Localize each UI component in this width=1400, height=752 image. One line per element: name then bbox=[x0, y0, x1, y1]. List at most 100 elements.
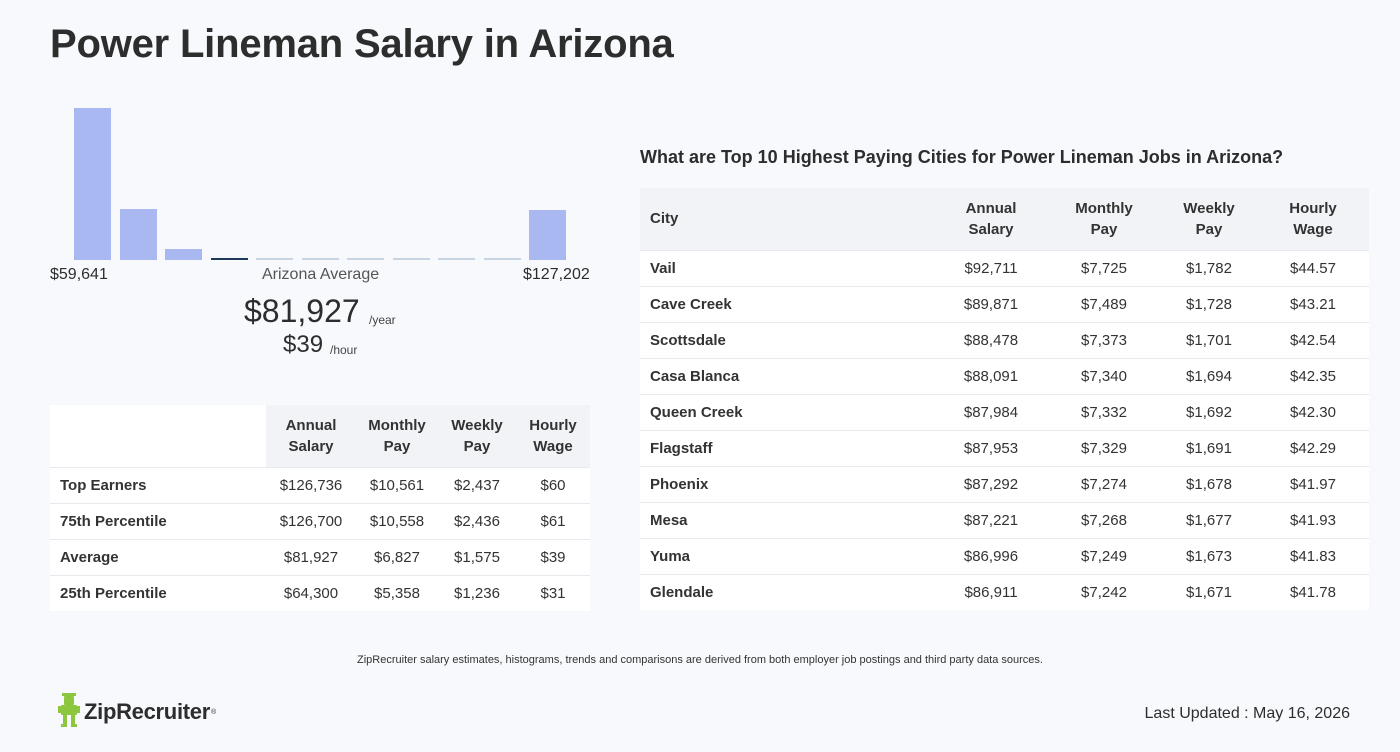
city-name-cell: Flagstaff bbox=[640, 429, 935, 466]
monthly-pay-cell: $7,340 bbox=[1047, 357, 1161, 394]
monthly-pay-cell: $7,249 bbox=[1047, 537, 1161, 574]
weekly-pay-cell: $1,782 bbox=[1161, 249, 1257, 286]
average-annual-salary: $81,927 bbox=[244, 293, 360, 329]
hourly-wage-cell: $42.29 bbox=[1257, 429, 1369, 466]
annual-salary-cell: $87,221 bbox=[935, 501, 1047, 538]
table-row: Phoenix $87,292 $7,274 $1,678 $41.97 bbox=[640, 465, 1369, 502]
hourly-wage-cell: $41.97 bbox=[1257, 465, 1369, 502]
row-label: Average bbox=[50, 538, 266, 575]
annual-salary-cell: $88,091 bbox=[935, 357, 1047, 394]
row-label: 75th Percentile bbox=[50, 502, 266, 539]
histogram-bar bbox=[438, 258, 475, 260]
histogram-bar bbox=[529, 210, 566, 260]
city-name-cell: Glendale bbox=[640, 573, 935, 610]
ziprecruiter-logo[interactable]: ZipRecruiter ® bbox=[58, 692, 217, 730]
weekly-pay-cell: $1,671 bbox=[1161, 573, 1257, 610]
weekly-pay-cell: $1,678 bbox=[1161, 465, 1257, 502]
annual-salary-cell: $126,736 bbox=[266, 466, 356, 503]
average-annual-unit: /year bbox=[369, 313, 396, 327]
weekly-pay-cell: $1,575 bbox=[438, 538, 516, 575]
weekly-pay-cell: $1,677 bbox=[1161, 501, 1257, 538]
hourly-wage-cell: $60 bbox=[516, 466, 590, 503]
histogram-bar bbox=[484, 258, 521, 260]
monthly-pay-cell: $5,358 bbox=[356, 574, 438, 611]
weekly-pay-cell: $1,673 bbox=[1161, 537, 1257, 574]
row-label: Top Earners bbox=[50, 466, 266, 503]
table-row: Flagstaff $87,953 $7,329 $1,691 $42.29 bbox=[640, 429, 1369, 466]
monthly-pay-cell: $6,827 bbox=[356, 538, 438, 575]
weekly-pay-cell: $1,694 bbox=[1161, 357, 1257, 394]
city-name-cell: Casa Blanca bbox=[640, 357, 935, 394]
table-row: Yuma $86,996 $7,249 $1,673 $41.83 bbox=[640, 537, 1369, 574]
hourly-wage-cell: $41.83 bbox=[1257, 537, 1369, 574]
row-label: 25th Percentile bbox=[50, 574, 266, 611]
histogram-bar bbox=[74, 108, 111, 260]
monthly-pay-cell: $7,373 bbox=[1047, 321, 1161, 358]
annual-salary-cell: $86,911 bbox=[935, 573, 1047, 610]
hourly-wage-cell: $44.57 bbox=[1257, 249, 1369, 286]
annual-salary-cell: $81,927 bbox=[266, 538, 356, 575]
weekly-pay-cell: $2,436 bbox=[438, 502, 516, 539]
annual-salary-cell: $87,953 bbox=[935, 429, 1047, 466]
weekly-pay-cell: $1,236 bbox=[438, 574, 516, 611]
histogram-min-label: $59,641 bbox=[50, 266, 108, 283]
monthly-pay-cell: $10,561 bbox=[356, 466, 438, 503]
annual-salary-cell: $88,478 bbox=[935, 321, 1047, 358]
monthly-pay-cell: $10,558 bbox=[356, 502, 438, 539]
table-row: Top Earners $126,736 $10,561 $2,437 $60 bbox=[50, 466, 590, 503]
histogram-bar bbox=[393, 258, 430, 260]
histogram-bar bbox=[120, 209, 157, 260]
hourly-wage-cell: $43.21 bbox=[1257, 285, 1369, 322]
table-row: Glendale $86,911 $7,242 $1,671 $41.78 bbox=[640, 573, 1369, 610]
table-row: 25th Percentile $64,300 $5,358 $1,236 $3… bbox=[50, 574, 590, 611]
annual-salary-cell: $89,871 bbox=[935, 285, 1047, 322]
table-row: Scottsdale $88,478 $7,373 $1,701 $42.54 bbox=[640, 321, 1369, 358]
histogram-bar bbox=[256, 258, 293, 260]
hourly-wage-cell: $42.30 bbox=[1257, 393, 1369, 430]
table-row: Average $81,927 $6,827 $1,575 $39 bbox=[50, 538, 590, 575]
histogram-bar bbox=[347, 258, 384, 260]
hourly-wage-cell: $31 bbox=[516, 574, 590, 611]
weekly-pay-cell: $1,728 bbox=[1161, 285, 1257, 322]
weekly-pay-cell: $1,691 bbox=[1161, 429, 1257, 466]
registered-mark: ® bbox=[210, 708, 217, 716]
city-name-cell: Yuma bbox=[640, 537, 935, 574]
percentile-header-monthly: Monthly Pay bbox=[356, 405, 438, 467]
annual-salary-cell: $86,996 bbox=[935, 537, 1047, 574]
histogram-bar bbox=[302, 258, 339, 260]
data-source-disclaimer: ZipRecruiter salary estimates, histogram… bbox=[357, 654, 1043, 666]
top-cities-table: City Annual Salary Monthly Pay Weekly Pay H… bbox=[640, 188, 1369, 610]
city-name-cell: Cave Creek bbox=[640, 285, 935, 322]
city-name-cell: Phoenix bbox=[640, 465, 935, 502]
histogram-average-label: Arizona Average bbox=[262, 266, 380, 283]
cities-header-hourly: Hourly Wage bbox=[1257, 188, 1369, 250]
monthly-pay-cell: $7,268 bbox=[1047, 501, 1161, 538]
cities-header-city: City bbox=[640, 188, 935, 250]
table-row: Casa Blanca $88,091 $7,340 $1,694 $42.35 bbox=[640, 357, 1369, 394]
monthly-pay-cell: $7,242 bbox=[1047, 573, 1161, 610]
weekly-pay-cell: $1,692 bbox=[1161, 393, 1257, 430]
percentile-header-blank bbox=[50, 405, 266, 467]
annual-salary-cell: $87,292 bbox=[935, 465, 1047, 502]
cities-header-annual: Annual Salary bbox=[935, 188, 1047, 250]
average-hourly-unit: /hour bbox=[330, 343, 358, 357]
percentile-header-hourly: Hourly Wage bbox=[516, 405, 590, 467]
cities-header-monthly: Monthly Pay bbox=[1047, 188, 1161, 250]
monthly-pay-cell: $7,489 bbox=[1047, 285, 1161, 322]
monthly-pay-cell: $7,329 bbox=[1047, 429, 1161, 466]
monthly-pay-cell: $7,274 bbox=[1047, 465, 1161, 502]
hourly-wage-cell: $42.54 bbox=[1257, 321, 1369, 358]
last-updated-text: Last Updated : May 16, 2026 bbox=[1144, 705, 1350, 722]
hourly-wage-cell: $41.93 bbox=[1257, 501, 1369, 538]
monthly-pay-cell: $7,725 bbox=[1047, 249, 1161, 286]
table-row: Mesa $87,221 $7,268 $1,677 $41.93 bbox=[640, 501, 1369, 538]
histogram-max-label: $127,202 bbox=[523, 266, 590, 283]
hourly-wage-cell: $61 bbox=[516, 502, 590, 539]
percentile-header-weekly: Weekly Pay bbox=[438, 405, 516, 467]
logo-text: ZipRecruiter bbox=[84, 699, 210, 724]
table-row: 75th Percentile $126,700 $10,558 $2,436 … bbox=[50, 502, 590, 539]
percentile-salary-table: Annual Salary Monthly Pay Weekly Pay Hourly… bbox=[50, 405, 590, 611]
cities-section-title: What are Top 10 Highest Paying Cities fo… bbox=[640, 147, 1284, 167]
city-name-cell: Vail bbox=[640, 249, 935, 286]
page-title: Power Lineman Salary in Arizona bbox=[50, 22, 674, 66]
